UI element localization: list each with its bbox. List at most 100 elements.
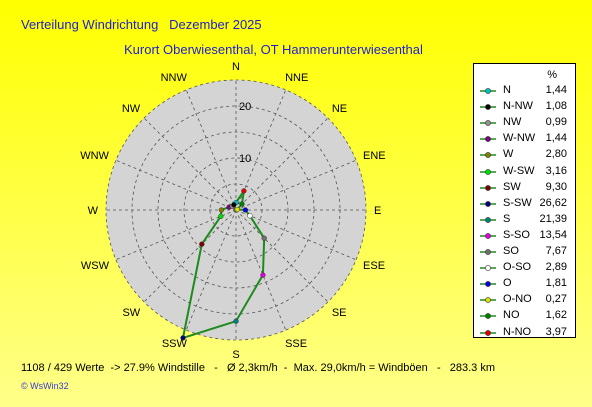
legend-marker — [480, 88, 496, 94]
legend-item: N-NW 1,08 — [474, 99, 575, 115]
point-w — [218, 207, 225, 213]
direction-label-ne: NE — [332, 103, 347, 115]
legend-item: SO 7,67 — [474, 244, 575, 260]
direction-label-wnw: WNW — [80, 150, 109, 162]
legend-marker — [480, 216, 496, 223]
ring-10 — [183, 157, 289, 263]
legend-name: N-NW — [503, 100, 533, 113]
chart-subtitle: Kurort Oberwiesenthal, OT Hammerunterwie… — [124, 42, 423, 57]
spoke-sw — [143, 209, 237, 303]
tick-labels: 10 20 — [239, 101, 251, 165]
spoke-wnw — [115, 159, 237, 211]
point-nnw — [231, 202, 237, 208]
legend-marker — [480, 152, 496, 159]
legend-marker — [480, 200, 496, 207]
direction-label-sse: SSE — [285, 338, 307, 350]
legend-marker — [480, 232, 496, 239]
legend-value: 13,54 — [539, 228, 567, 241]
legend-item: O-SO 2,89 — [474, 260, 575, 276]
legend-value: 9,30 — [545, 180, 567, 193]
legend-name: W — [503, 148, 514, 161]
spoke-sse — [235, 209, 287, 331]
legend-marker — [480, 136, 496, 143]
legend-item: S 21,39 — [474, 212, 575, 228]
legend-value: 26,62 — [539, 196, 567, 209]
series-layer — [180, 188, 267, 341]
legend-name: W-SW — [503, 164, 535, 177]
legend-name: NW — [503, 116, 522, 129]
spoke-ssw — [185, 209, 237, 331]
direction-label-n: N — [232, 61, 240, 73]
legend-name: N-NO — [503, 325, 532, 338]
legend-marker — [480, 249, 496, 255]
point-s — [233, 318, 239, 324]
legend-item: O 1,81 — [474, 276, 575, 292]
point-nne — [241, 188, 247, 194]
legend-value: 0,99 — [545, 116, 567, 129]
legend-name: S-SO — [503, 228, 530, 241]
direction-label-s: S — [232, 349, 239, 361]
stats-footer: 1108 / 429 Werte -> 27.9% Windstille - Ø… — [21, 362, 496, 374]
legend-value: 1,62 — [545, 309, 567, 322]
legend-value: 1,44 — [545, 132, 567, 145]
direction-label-wsw: WSW — [81, 260, 110, 272]
direction-label-ssw: SSW — [162, 338, 188, 350]
ring-25 — [105, 79, 367, 341]
point-se — [261, 235, 267, 241]
legend-marker — [480, 265, 496, 271]
credit-text: © WsWin32 — [21, 381, 69, 391]
direction-label-ene: ENE — [363, 150, 386, 162]
legend-item: O-NO 0,27 — [474, 292, 575, 308]
legend-item: SW 9,30 — [474, 180, 575, 196]
legend-value: 1,08 — [545, 100, 567, 113]
legend-value: 3,16 — [545, 164, 567, 177]
chart-title: Verteilung Windrichtung Dezember 2025 — [21, 17, 262, 32]
direction-label-w: W — [88, 205, 99, 217]
legend-marker — [480, 281, 496, 288]
direction-label-ese: ESE — [363, 260, 385, 272]
legend-name: NO — [503, 309, 520, 322]
legend-item: NO 1,62 — [474, 308, 575, 324]
legend-item: N-NO 3,97 — [474, 325, 575, 341]
point-ssw — [180, 335, 186, 341]
legend-name: O — [503, 277, 512, 290]
direction-labels: N NNE NE ENE E ESE SE SSE S SSW SW WSW W WNW NW NNW — [80, 61, 385, 361]
legend-marker — [480, 184, 496, 191]
legend-name: S-SW — [503, 196, 532, 209]
legend-marker — [480, 168, 496, 175]
point-ene — [234, 206, 240, 213]
legend: % N 1,44 N-NW 1,08 NW 0,99 W-NW 1,44 W 2,80 W-SW 3,… — [473, 63, 576, 338]
spoke-ne — [235, 117, 329, 211]
legend-marker — [480, 297, 496, 304]
tick-label-20: 20 — [239, 101, 251, 113]
direction-label-nnw: NNW — [161, 72, 188, 84]
spoke-nne — [235, 89, 287, 211]
legend-name: O-NO — [503, 293, 532, 306]
legend-value: 3,97 — [545, 325, 567, 338]
legend-unit: % — [547, 69, 557, 81]
point-ese — [247, 213, 253, 219]
legend-value: 0,27 — [545, 293, 567, 306]
spoke-se — [235, 209, 329, 303]
direction-label-sw: SW — [122, 307, 140, 319]
legend-name: N — [503, 84, 511, 96]
point-sw — [199, 241, 205, 247]
legend-name: SW — [503, 180, 521, 193]
legend-name: W-NW — [503, 132, 536, 145]
legend-marker — [480, 329, 496, 336]
legend-name: SO — [503, 245, 519, 257]
direction-label-e: E — [374, 205, 381, 217]
legend-item: S-SW 26,62 — [474, 196, 575, 212]
spoke-wsw — [115, 209, 237, 261]
direction-label-nne: NNE — [285, 72, 308, 84]
legend-value: 7,67 — [545, 245, 567, 257]
point-wsw — [218, 213, 224, 219]
spoke-nnw — [185, 89, 237, 211]
legend-item: NW 0,99 — [474, 115, 575, 131]
tick-label-10: 10 — [239, 153, 251, 165]
legend-value: 1,44 — [545, 84, 567, 96]
legend-marker — [480, 104, 496, 110]
point-sse — [260, 272, 266, 278]
point-ne — [239, 201, 245, 207]
